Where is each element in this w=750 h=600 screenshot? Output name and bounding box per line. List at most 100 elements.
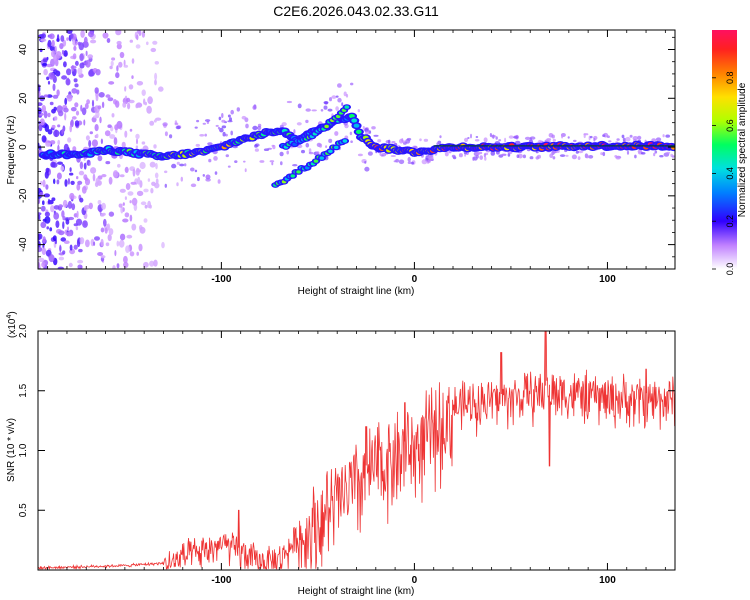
haze-speck	[252, 105, 257, 110]
noise-speck	[60, 35, 65, 42]
haze-speck	[180, 176, 183, 182]
haze-speck	[602, 151, 606, 157]
spectrogram-x-axis-label: Height of straight line (km)	[298, 286, 415, 297]
noise-speck	[90, 39, 97, 44]
haze-speck	[244, 168, 247, 173]
noise-speck	[110, 60, 114, 67]
noise-speck	[55, 51, 62, 59]
noise-speck	[99, 116, 102, 124]
haze-speck	[241, 115, 247, 120]
haze-speck	[398, 159, 405, 165]
noise-speck	[56, 172, 62, 180]
noise-speck	[136, 30, 140, 34]
noise-speck	[65, 219, 70, 225]
noise-speck	[59, 244, 62, 253]
noise-speck	[72, 39, 76, 46]
haze-speck	[407, 161, 412, 164]
haze-speck	[653, 152, 656, 157]
noise-speck	[146, 105, 152, 114]
noise-speck	[129, 39, 133, 43]
x-tick-label: 100	[599, 575, 616, 586]
haze-speck	[507, 150, 513, 155]
spectrogram-secondary-trace	[271, 138, 350, 188]
noise-speck	[114, 124, 119, 131]
haze-speck	[204, 119, 211, 122]
haze-speck	[217, 179, 221, 184]
noise-speck	[155, 178, 159, 184]
noise-speck	[101, 174, 107, 178]
haze-speck	[549, 153, 554, 158]
haze-speck	[259, 160, 265, 163]
noise-speck	[115, 100, 120, 108]
haze-speck	[194, 169, 198, 173]
noise-speck	[74, 102, 79, 108]
haze-speck	[467, 137, 470, 139]
noise-speck	[135, 44, 141, 49]
haze-speck	[565, 154, 569, 157]
noise-speck	[55, 220, 60, 228]
haze-speck	[364, 161, 367, 164]
noise-speck	[136, 138, 138, 145]
noise-speck	[41, 135, 47, 143]
haze-speck	[380, 154, 384, 157]
noise-speck	[124, 212, 130, 218]
noise-speck	[103, 218, 107, 227]
noise-speck	[49, 33, 55, 40]
haze-speck	[225, 154, 229, 158]
haze-speck	[222, 131, 226, 137]
noise-speck	[135, 104, 139, 109]
haze-speck	[174, 122, 179, 126]
haze-speck	[214, 171, 218, 175]
haze-speck	[367, 151, 373, 156]
noise-speck	[72, 146, 77, 152]
noise-speck	[105, 94, 111, 98]
noise-speck	[74, 83, 79, 88]
haze-speck	[407, 157, 411, 162]
noise-speck	[88, 202, 94, 210]
noise-speck	[136, 190, 144, 197]
noise-speck	[44, 211, 51, 217]
noise-speck	[59, 43, 64, 50]
haze-speck	[551, 134, 555, 139]
noise-speck	[91, 99, 95, 107]
noise-speck	[53, 69, 58, 73]
noise-speck	[38, 214, 41, 220]
noise-speck	[85, 59, 91, 68]
haze-speck	[365, 130, 370, 135]
noise-speck	[41, 33, 46, 39]
noise-speck	[131, 58, 135, 64]
haze-speck	[464, 154, 467, 157]
noise-speck	[123, 261, 129, 268]
haze-speck	[252, 125, 258, 131]
haze-speck	[602, 134, 606, 138]
haze-speck	[305, 108, 311, 112]
haze-speck	[517, 153, 523, 159]
noise-speck	[161, 241, 165, 249]
haze-speck	[218, 116, 222, 121]
haze-speck	[341, 102, 344, 107]
noise-speck	[95, 95, 99, 102]
noise-speck	[39, 180, 43, 186]
noise-speck	[63, 107, 69, 113]
haze-speck	[371, 126, 376, 130]
noise-speck	[140, 201, 147, 206]
noise-speck	[48, 254, 55, 263]
haze-speck	[286, 100, 292, 104]
haze-speck	[659, 155, 664, 158]
haze-speck	[292, 164, 298, 167]
haze-speck	[490, 151, 496, 156]
noise-speck	[149, 260, 155, 267]
haze-speck	[305, 119, 309, 124]
noise-speck	[118, 61, 123, 68]
noise-speck	[136, 34, 139, 41]
noise-speck	[95, 69, 101, 76]
noise-speck	[112, 170, 119, 179]
noise-speck	[58, 256, 65, 261]
noise-speck	[50, 161, 56, 168]
noise-speck	[52, 235, 57, 242]
noise-speck	[67, 216, 75, 221]
noise-speck	[149, 204, 152, 209]
noise-speck	[101, 101, 105, 109]
noise-speck	[147, 96, 153, 105]
y-tick-label: -20	[18, 188, 29, 203]
